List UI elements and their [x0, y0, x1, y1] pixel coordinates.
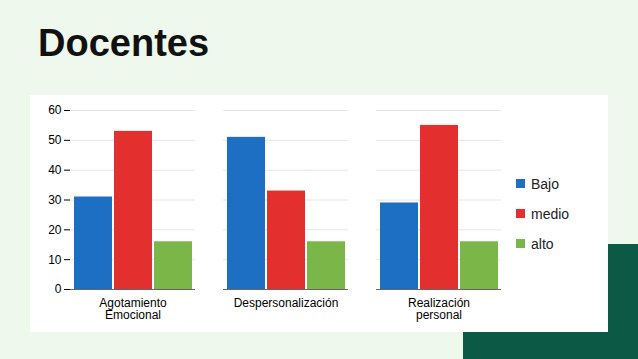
svg-text:30: 30: [48, 193, 62, 207]
html-text:alto: alto: [531, 235, 554, 252]
html-text:Docentes: Docentes: [38, 22, 210, 64]
svg-text:AgotamientoEmocional: AgotamientoEmocional: [99, 296, 167, 322]
svg-text:Realizaciónpersonal: Realizaciónpersonal: [408, 296, 470, 322]
svg-text:Despersonalización: Despersonalización: [234, 296, 339, 310]
svg-text:20: 20: [48, 223, 62, 237]
html-text:Bajo: Bajo: [531, 175, 559, 192]
svg-text:60: 60: [48, 103, 62, 117]
svg-text:10: 10: [48, 253, 62, 267]
svg-text:50: 50: [48, 133, 62, 147]
svg-text:40: 40: [48, 163, 62, 177]
svg-text:0: 0: [55, 282, 62, 296]
html-text:medio: medio: [531, 205, 570, 222]
